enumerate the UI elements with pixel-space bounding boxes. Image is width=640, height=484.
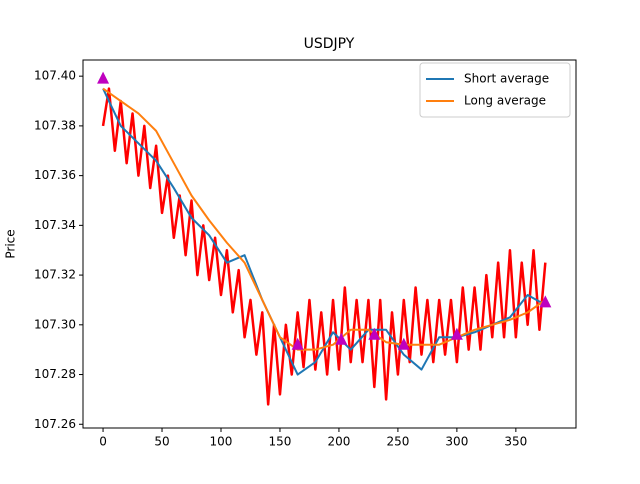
marker	[450, 327, 463, 340]
marker	[368, 327, 381, 340]
x-tick-label: 0	[99, 435, 107, 449]
x-tick-label: 150	[269, 435, 292, 449]
x-tick-label: 300	[445, 435, 468, 449]
marker	[539, 295, 552, 308]
y-tick-label: 107.40	[34, 69, 76, 83]
y-tick-label: 107.32	[34, 268, 76, 282]
marker	[335, 332, 348, 345]
marker	[397, 337, 410, 350]
x-tick-label: 50	[154, 435, 169, 449]
y-tick-label: 107.28	[34, 367, 76, 381]
chart-title: USDJPY	[304, 36, 355, 52]
x-tick-label: 350	[504, 435, 527, 449]
plot-frame	[82, 59, 577, 429]
legend-label: Long average	[464, 94, 546, 108]
y-tick-label: 107.30	[34, 317, 76, 331]
y-tick-label: 107.38	[34, 118, 76, 132]
x-tick-label: 200	[327, 435, 350, 449]
series-line	[101, 87, 547, 406]
y-tick-label: 107.34	[34, 218, 76, 232]
marker	[97, 71, 110, 84]
legend	[419, 62, 571, 118]
y-axis-label: Price	[4, 229, 18, 258]
marker	[291, 337, 304, 350]
series-line	[102, 87, 546, 351]
x-tick-label: 100	[210, 435, 233, 449]
x-tick-label: 250	[386, 435, 409, 449]
legend-label: Short average	[464, 72, 549, 86]
y-tick-label: 107.36	[34, 168, 76, 182]
y-tick-label: 107.26	[34, 417, 76, 431]
